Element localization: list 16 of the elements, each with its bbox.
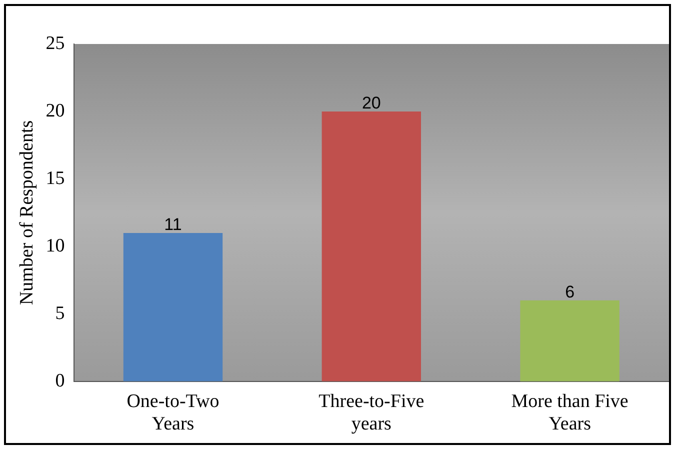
bar <box>520 300 620 382</box>
x-tick-label: One-to-Two Years <box>126 390 220 435</box>
data-label: 6 <box>565 282 575 302</box>
bar <box>322 111 421 382</box>
y-axis-title: Number of Respondents <box>16 120 38 306</box>
y-tick-label: 25 <box>46 32 65 54</box>
y-tick-label: 15 <box>46 168 65 189</box>
x-tick-label: More than Five Years <box>511 390 628 435</box>
x-tick-label: Three-to-Five years <box>318 390 424 435</box>
y-tick-label: 10 <box>46 235 65 256</box>
data-label: 20 <box>362 94 381 113</box>
y-tick-label: 5 <box>55 302 65 324</box>
data-label: 11 <box>164 215 182 234</box>
y-tick-label: 20 <box>46 100 65 122</box>
bar <box>123 232 223 382</box>
y-tick-label: 0 <box>55 370 65 392</box>
